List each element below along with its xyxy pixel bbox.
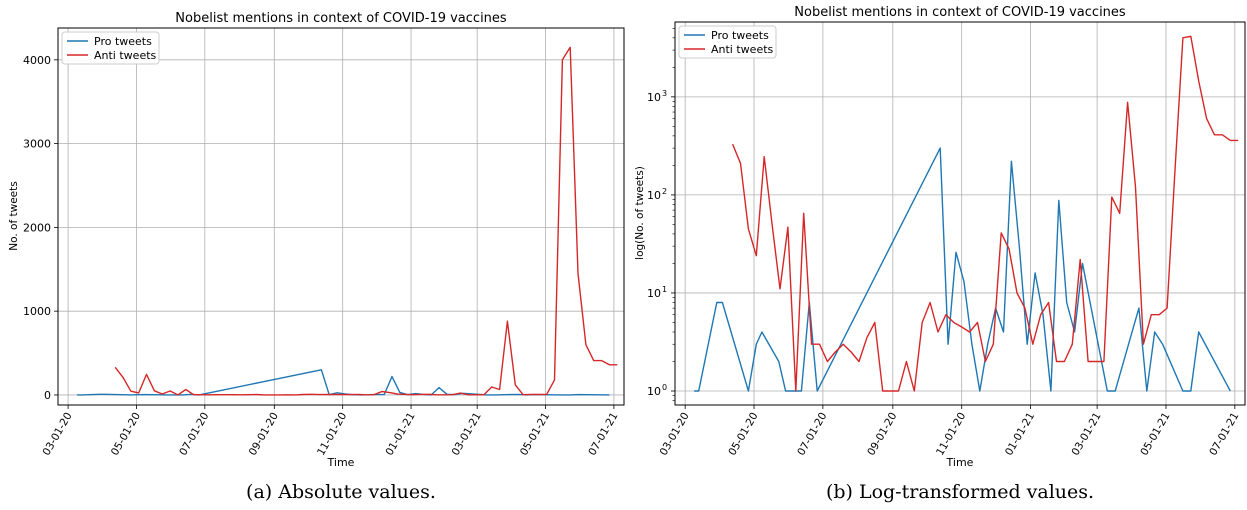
y-tick-exponent: 1 xyxy=(662,285,667,294)
plot-frame xyxy=(57,27,625,406)
x-tick-label: 09-01-20 xyxy=(247,411,281,458)
grid xyxy=(675,22,1245,405)
y-tick-label: 4000 xyxy=(23,54,51,67)
series-lines xyxy=(77,46,618,396)
pro-tweets-line xyxy=(694,147,1231,392)
x-axis-label: Time xyxy=(946,456,974,469)
y-tick-exponent: 0 xyxy=(662,383,667,392)
x-tick-label: 03-01-20 xyxy=(658,411,692,458)
legend-label-anti: Anti tweets xyxy=(94,49,157,62)
x-tick-label: 03-01-20 xyxy=(40,411,74,458)
x-tick-label: 05-01-20 xyxy=(109,411,143,458)
x-ticks: 03-01-20 05-01-20 07-01-20 09-01-20 11-01-20… xyxy=(40,405,621,458)
y-tick-label: 2000 xyxy=(23,221,51,234)
grid xyxy=(58,28,624,405)
legend-box xyxy=(61,31,160,65)
anti-tweets-line xyxy=(114,46,618,396)
y-tick-exponent: 3 xyxy=(662,89,667,98)
x-tick-label: 07-01-20 xyxy=(177,411,211,458)
x-axis-label: Time xyxy=(327,456,355,469)
y-tick-label: 0 xyxy=(44,389,51,402)
caption-b: (b) Log-transformed values. xyxy=(826,481,1094,503)
x-tick-label: 01-01-21 xyxy=(1003,411,1037,458)
x-tick-label: 07-01-21 xyxy=(586,411,620,458)
x-tick-label: 01-01-21 xyxy=(383,411,417,458)
x-tick-label: 03-01-21 xyxy=(450,411,484,458)
chart-title: Nobelist mentions in context of COVID-19… xyxy=(794,5,1126,20)
series-lines xyxy=(694,35,1239,392)
y-tick-label: 10 xyxy=(647,287,661,300)
chart-absolute: Nobelist mentions in context of COVID-19… xyxy=(8,11,625,503)
legend-label-pro: Pro tweets xyxy=(94,35,152,48)
x-tick-label: 03-01-21 xyxy=(1070,411,1104,458)
pro-tweets-line xyxy=(77,369,610,396)
legend-label-anti: Anti tweets xyxy=(711,43,774,56)
legend: Pro tweets Anti tweets xyxy=(678,25,777,59)
chart-log: Nobelist mentions in context of COVID-19… xyxy=(634,5,1246,503)
y-tick-label: 3000 xyxy=(23,138,51,151)
anti-tweets-line xyxy=(731,35,1239,392)
x-tick-label: 05-01-21 xyxy=(1138,411,1172,458)
plot-frame xyxy=(674,21,1246,406)
y-tick-label: 10 xyxy=(647,385,661,398)
x-tick-label: 07-01-20 xyxy=(795,411,829,458)
x-tick-label: 09-01-20 xyxy=(865,411,899,458)
x-tick-label: 11-01-20 xyxy=(315,411,349,458)
x-ticks: 03-01-20 05-01-20 07-01-20 09-01-20 11-01-20… xyxy=(658,405,1241,458)
y-tick-label: 1000 xyxy=(23,305,51,318)
y-tick-label: 10 xyxy=(647,91,661,104)
x-tick-label: 11-01-20 xyxy=(934,411,968,458)
y-axis-label: No. of tweets xyxy=(8,181,20,250)
x-tick-label: 05-01-21 xyxy=(518,411,552,458)
y-ticks: 0 1000 2000 3000 4000 xyxy=(23,54,58,402)
y-tick-label: 10 xyxy=(647,189,661,202)
x-tick-label: 07-01-21 xyxy=(1207,411,1241,458)
y-tick-exponent: 2 xyxy=(662,187,667,196)
chart-title: Nobelist mentions in context of COVID-19… xyxy=(175,11,507,26)
caption-a: (a) Absolute values. xyxy=(246,481,436,503)
legend-label-pro: Pro tweets xyxy=(711,29,769,42)
legend-box xyxy=(678,25,777,59)
legend: Pro tweets Anti tweets xyxy=(61,31,160,65)
y-axis-label: log(No. of tweets) xyxy=(634,166,646,260)
x-tick-label: 05-01-20 xyxy=(726,411,760,458)
